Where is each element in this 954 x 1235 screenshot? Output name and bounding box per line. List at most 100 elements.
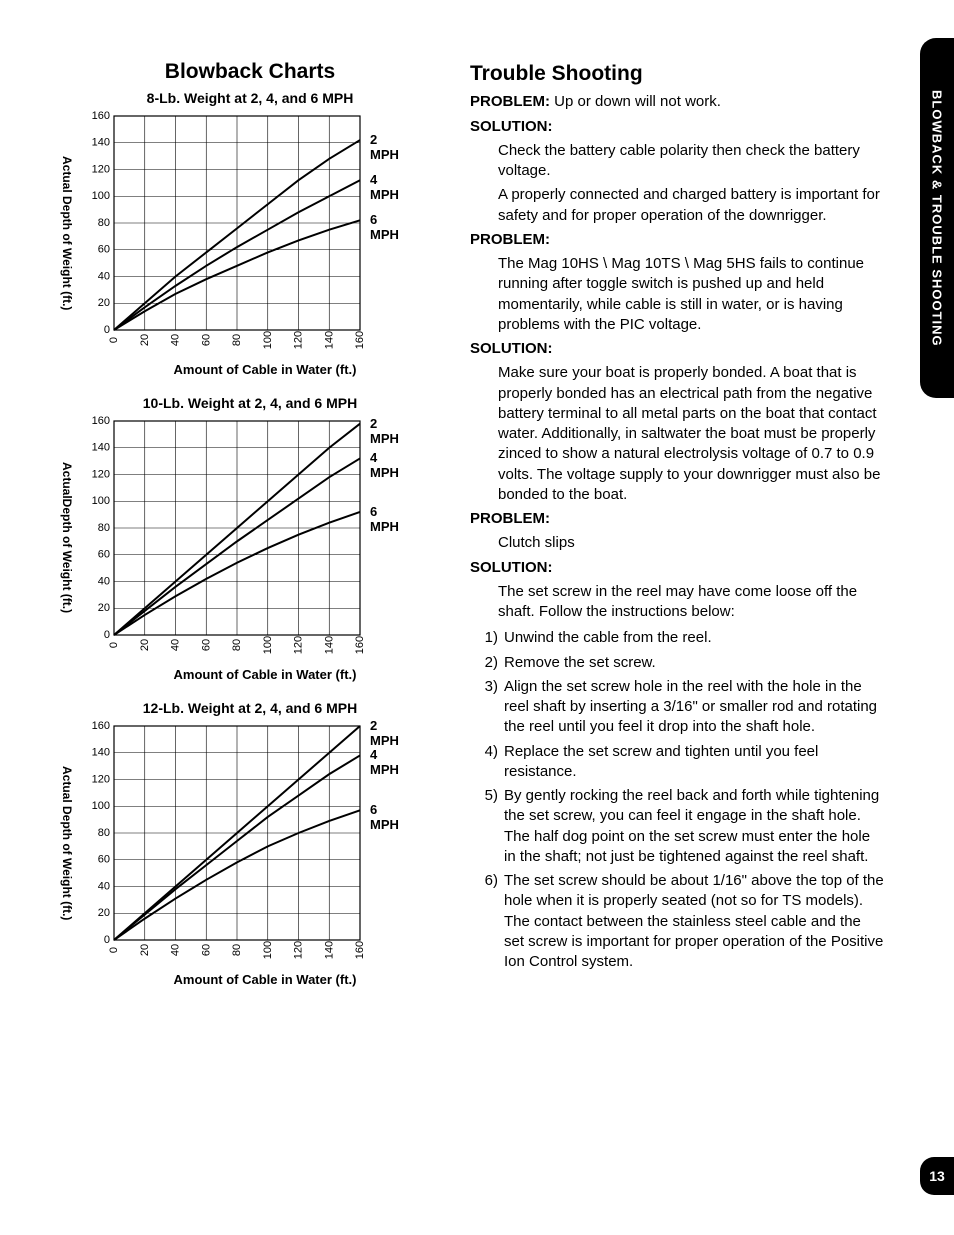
charts-main-title: Blowback Charts xyxy=(60,60,440,84)
svg-text:20: 20 xyxy=(139,334,151,346)
svg-text:0: 0 xyxy=(108,337,120,343)
svg-text:140: 140 xyxy=(92,442,110,454)
solution-step: Align the set screw hole in the reel wit… xyxy=(470,677,884,738)
solution-heading: SOLUTION: xyxy=(470,339,884,359)
svg-text:160: 160 xyxy=(92,415,110,427)
svg-text:60: 60 xyxy=(200,944,212,956)
problem-text: Clutch slips xyxy=(498,533,884,553)
svg-text:140: 140 xyxy=(92,137,110,149)
svg-text:140: 140 xyxy=(323,331,335,349)
svg-text:20: 20 xyxy=(98,907,110,919)
solution-step: By gently rocking the reel back and fort… xyxy=(470,786,884,867)
svg-text:160: 160 xyxy=(92,720,110,732)
chart-xlabel: Amount of Cable in Water (ft.) xyxy=(90,667,440,682)
svg-text:140: 140 xyxy=(323,941,335,959)
series-label: 6 MPH xyxy=(370,212,399,242)
svg-text:20: 20 xyxy=(98,602,110,614)
svg-text:60: 60 xyxy=(200,334,212,346)
solution-heading: SOLUTION: xyxy=(470,117,884,137)
chart-xlabel: Amount of Cable in Water (ft.) xyxy=(90,972,440,987)
svg-text:0: 0 xyxy=(104,629,110,641)
troubleshooting-title: Trouble Shooting xyxy=(470,60,884,88)
chart-ylabel: ActualDepth of Weight (ft.) xyxy=(60,462,74,613)
solution-step: Replace the set screw and tighten until … xyxy=(470,742,884,783)
series-label: 2 MPH xyxy=(370,132,399,162)
problem-heading: PROBLEM: xyxy=(470,509,884,529)
svg-text:40: 40 xyxy=(170,334,182,346)
svg-text:60: 60 xyxy=(98,549,110,561)
chart-block: 10-Lb. Weight at 2, 4, and 6 MPH ActualDe… xyxy=(60,395,440,682)
svg-text:80: 80 xyxy=(98,217,110,229)
svg-text:40: 40 xyxy=(170,639,182,651)
page-number-box: 13 xyxy=(920,1157,954,1195)
chart-block: 8-Lb. Weight at 2, 4, and 6 MPH Actual De… xyxy=(60,90,440,377)
side-tab: BLOWBACK & TROUBLE SHOOTING xyxy=(920,38,954,398)
solution-text: A properly connected and charged battery… xyxy=(498,185,884,226)
chart-ylabel: Actual Depth of Weight (ft.) xyxy=(60,156,74,310)
series-label: 4 MPH xyxy=(370,450,399,480)
chart-title: 8-Lb. Weight at 2, 4, and 6 MPH xyxy=(60,90,440,106)
series-label: 4 MPH xyxy=(370,172,399,202)
series-label: 2 MPH xyxy=(370,718,399,748)
svg-text:160: 160 xyxy=(354,636,366,654)
svg-text:60: 60 xyxy=(200,639,212,651)
solution-step: Remove the set screw. xyxy=(470,653,884,673)
charts-column: Blowback Charts 8-Lb. Weight at 2, 4, an… xyxy=(60,60,440,1005)
solution-text: Make sure your boat is properly bonded. … xyxy=(498,363,884,505)
svg-text:20: 20 xyxy=(139,944,151,956)
problem-heading: PROBLEM: xyxy=(470,230,884,250)
series-label: 6 MPH xyxy=(370,504,399,534)
svg-text:160: 160 xyxy=(354,941,366,959)
troubleshooting-column: Trouble Shooting PROBLEM: Up or down wil… xyxy=(470,60,884,1005)
svg-text:0: 0 xyxy=(104,934,110,946)
svg-text:20: 20 xyxy=(139,639,151,651)
svg-text:120: 120 xyxy=(92,468,110,480)
chart-block: 12-Lb. Weight at 2, 4, and 6 MPH Actual D… xyxy=(60,700,440,987)
svg-text:80: 80 xyxy=(231,334,243,346)
problem-text: The Mag 10HS \ Mag 10TS \ Mag 5HS fails … xyxy=(498,254,884,335)
chart-xlabel: Amount of Cable in Water (ft.) xyxy=(90,362,440,377)
svg-text:80: 80 xyxy=(231,639,243,651)
svg-text:120: 120 xyxy=(293,941,305,959)
svg-text:120: 120 xyxy=(92,773,110,785)
solution-steps: Unwind the cable from the reel. Remove th… xyxy=(470,628,884,972)
svg-text:0: 0 xyxy=(108,947,120,953)
svg-text:0: 0 xyxy=(108,642,120,648)
side-tab-text: BLOWBACK & TROUBLE SHOOTING xyxy=(930,90,945,347)
series-label: 4 MPH xyxy=(370,747,399,777)
solution-step: The set screw should be about 1/16" abov… xyxy=(470,871,884,972)
series-label: 2 MPH xyxy=(370,416,399,446)
svg-text:100: 100 xyxy=(92,800,110,812)
svg-text:160: 160 xyxy=(92,110,110,122)
svg-text:80: 80 xyxy=(231,944,243,956)
svg-text:140: 140 xyxy=(92,747,110,759)
chart-title: 10-Lb. Weight at 2, 4, and 6 MPH xyxy=(60,395,440,411)
svg-text:40: 40 xyxy=(98,880,110,892)
svg-text:80: 80 xyxy=(98,522,110,534)
solution-heading: SOLUTION: xyxy=(470,558,884,578)
svg-text:120: 120 xyxy=(92,163,110,175)
svg-text:100: 100 xyxy=(262,941,274,959)
series-label: 6 MPH xyxy=(370,802,399,832)
svg-text:20: 20 xyxy=(98,297,110,309)
svg-text:40: 40 xyxy=(98,270,110,282)
solution-text: Check the battery cable polarity then ch… xyxy=(498,141,884,182)
svg-text:80: 80 xyxy=(98,827,110,839)
chart-title: 12-Lb. Weight at 2, 4, and 6 MPH xyxy=(60,700,440,716)
svg-text:40: 40 xyxy=(98,575,110,587)
solution-step: Unwind the cable from the reel. xyxy=(470,628,884,648)
svg-text:120: 120 xyxy=(293,331,305,349)
problem-line: PROBLEM: Up or down will not work. xyxy=(470,92,884,112)
solution-text: The set screw in the reel may have come … xyxy=(498,582,884,623)
page-number: 13 xyxy=(929,1168,945,1184)
svg-text:0: 0 xyxy=(104,324,110,336)
svg-text:60: 60 xyxy=(98,244,110,256)
svg-text:160: 160 xyxy=(354,331,366,349)
chart-ylabel: Actual Depth of Weight (ft.) xyxy=(60,766,74,920)
svg-text:40: 40 xyxy=(170,944,182,956)
svg-text:100: 100 xyxy=(262,636,274,654)
svg-text:60: 60 xyxy=(98,854,110,866)
svg-text:120: 120 xyxy=(293,636,305,654)
svg-text:140: 140 xyxy=(323,636,335,654)
svg-text:100: 100 xyxy=(262,331,274,349)
